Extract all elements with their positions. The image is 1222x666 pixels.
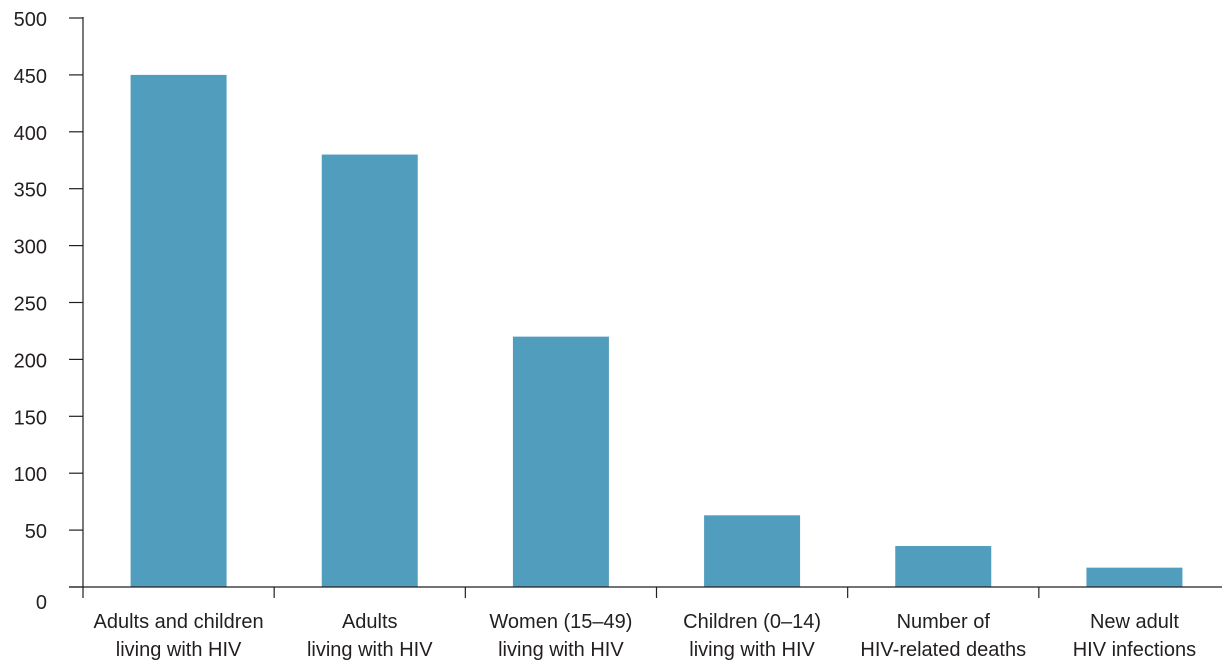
x-category-label: Women (15–49) xyxy=(489,611,632,633)
y-tick-label: 450 xyxy=(14,66,47,88)
x-category-label: living with HIV xyxy=(498,639,624,661)
x-category-label: living with HIV xyxy=(307,639,433,661)
bar xyxy=(321,154,418,587)
x-category-label: Adults xyxy=(342,611,398,633)
y-tick-label: 50 xyxy=(25,521,47,543)
bar xyxy=(130,74,227,587)
x-category-label: New adult xyxy=(1090,611,1179,633)
bars xyxy=(130,74,1183,587)
bar xyxy=(1086,567,1183,587)
x-category-label: HIV-related deaths xyxy=(860,639,1026,661)
bar xyxy=(895,546,992,587)
y-axis: 0 50 100 150 200 250 300 350 400 450 500 xyxy=(14,9,84,614)
y-tick-label: 250 xyxy=(14,294,47,316)
y-tick-label: 100 xyxy=(14,464,47,486)
y-tick-label: 0 xyxy=(36,592,47,614)
y-tick-label: 300 xyxy=(14,237,47,259)
y-tick-label: 500 xyxy=(14,9,47,31)
y-tick-label: 350 xyxy=(14,180,47,202)
x-axis: Adults and children living with HIV Adults… xyxy=(69,586,1222,661)
y-tick-label: 400 xyxy=(14,123,47,145)
y-tick-label: 150 xyxy=(14,407,47,429)
bar xyxy=(704,515,801,587)
bar xyxy=(512,336,609,587)
x-category-label: living with HIV xyxy=(689,639,815,661)
x-category-label: Number of xyxy=(897,611,991,633)
y-tick-label: 200 xyxy=(14,350,47,372)
x-category-label: living with HIV xyxy=(116,639,242,661)
x-category-label: HIV infections xyxy=(1073,639,1196,661)
x-category-label: Children (0–14) xyxy=(683,611,821,633)
x-category-label: Adults and children xyxy=(94,611,264,633)
